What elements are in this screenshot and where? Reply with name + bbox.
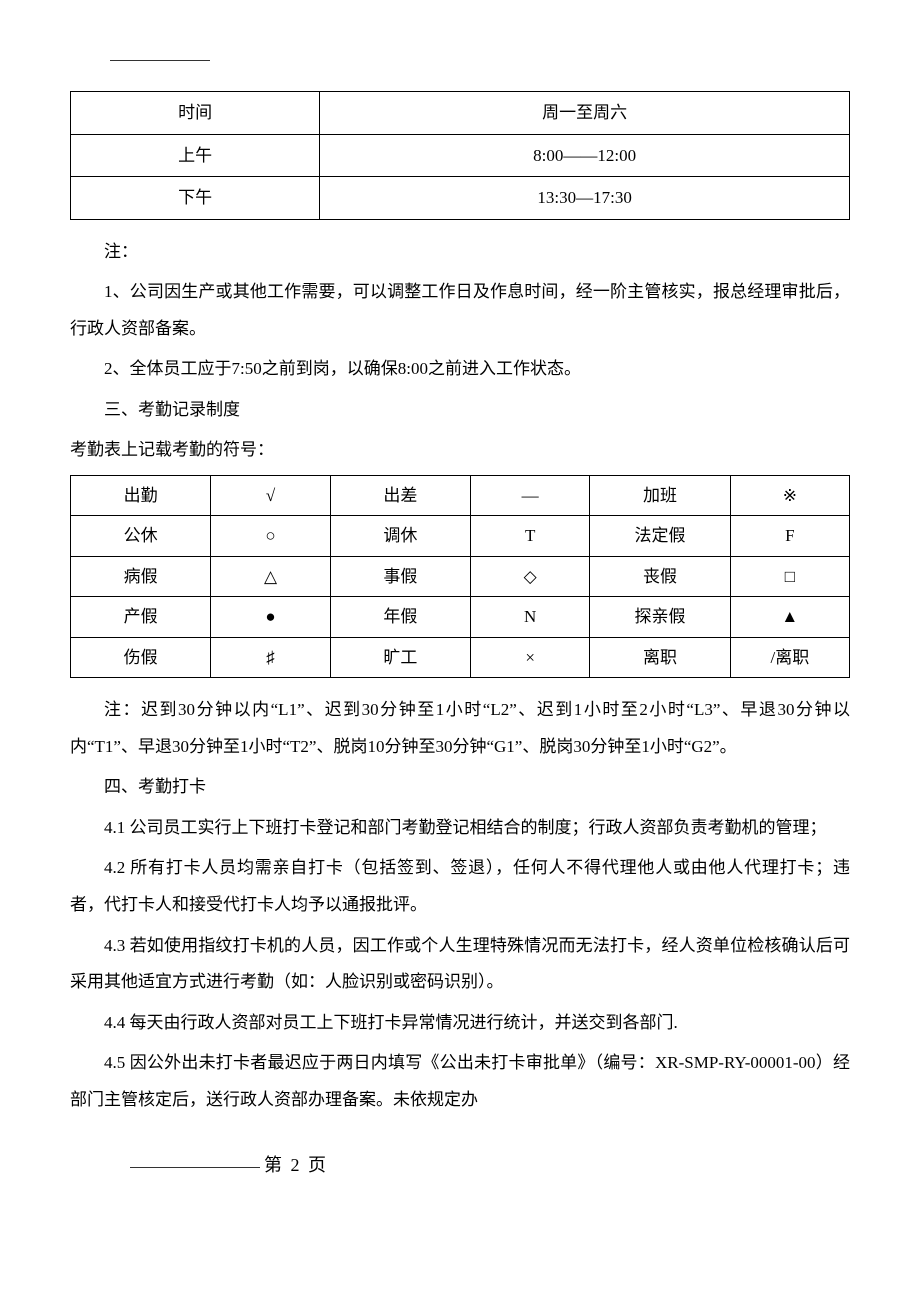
paragraph-4-2: 4.2 所有打卡人员均需亲自打卡（包括签到、签退），任何人不得代理他人或由他人代… xyxy=(70,850,850,923)
symbol-label: 旷工 xyxy=(330,637,470,678)
symbol-label: 年假 xyxy=(330,597,470,638)
symbol-glyph: F xyxy=(730,516,849,557)
symbol-label: 事假 xyxy=(330,556,470,597)
symbol-label: 加班 xyxy=(590,475,730,516)
symbol-label: 病假 xyxy=(71,556,211,597)
paragraph-4-1: 4.1 公司员工实行上下班打卡登记和部门考勤登记相结合的制度；行政人资部负责考勤… xyxy=(70,810,850,847)
section-3-title: 三、考勤记录制度 xyxy=(70,392,850,429)
symbols-intro: 考勤表上记载考勤的符号： xyxy=(70,432,850,469)
table-row: 公休 ○ 调休 T 法定假 F xyxy=(71,516,850,557)
schedule-table: 时间 周一至周六 上午 8:00——12:00 下午 13:30—17:30 xyxy=(70,91,850,220)
symbol-glyph: ※ xyxy=(730,475,849,516)
symbol-glyph: × xyxy=(471,637,590,678)
symbol-label: 丧假 xyxy=(590,556,730,597)
symbol-glyph: ♯ xyxy=(211,637,330,678)
page-footer: 第 2 页 xyxy=(130,1152,850,1179)
table-row: 时间 周一至周六 xyxy=(71,92,850,135)
paragraph-4-4: 4.4 每天由行政人资部对员工上下班打卡异常情况进行统计，并送交到各部门. xyxy=(70,1005,850,1042)
symbol-glyph: — xyxy=(471,475,590,516)
symbol-label: 法定假 xyxy=(590,516,730,557)
symbol-glyph: △ xyxy=(211,556,330,597)
symbol-label: 公休 xyxy=(71,516,211,557)
table-row: 出勤 √ 出差 — 加班 ※ xyxy=(71,475,850,516)
table-row: 伤假 ♯ 旷工 × 离职 /离职 xyxy=(71,637,850,678)
paragraph-4-3: 4.3 若如使用指纹打卡机的人员，因工作或个人生理特殊情况而无法打卡，经人资单位… xyxy=(70,928,850,1001)
note-2: 2、全体员工应于7:50之前到岗，以确保8:00之前进入工作状态。 xyxy=(70,351,850,388)
symbol-note: 注：迟到30分钟以内“L1”、迟到30分钟至1小时“L2”、迟到1小时至2小时“… xyxy=(70,692,850,765)
schedule-cell: 13:30—17:30 xyxy=(320,177,850,220)
schedule-cell: 周一至周六 xyxy=(320,92,850,135)
header-rule xyxy=(110,60,210,61)
symbol-label: 产假 xyxy=(71,597,211,638)
paragraph-4-5: 4.5 因公外出未打卡者最迟应于两日内填写《公出未打卡审批单》（编号：XR-SM… xyxy=(70,1045,850,1118)
symbol-glyph: ▲ xyxy=(730,597,849,638)
symbol-label: 伤假 xyxy=(71,637,211,678)
symbol-glyph: ○ xyxy=(211,516,330,557)
schedule-cell: 8:00——12:00 xyxy=(320,134,850,177)
schedule-cell: 下午 xyxy=(71,177,320,220)
symbol-label: 出勤 xyxy=(71,475,211,516)
symbol-table: 出勤 √ 出差 — 加班 ※ 公休 ○ 调休 T 法定假 F 病假 △ 事假 ◇… xyxy=(70,475,850,679)
symbol-glyph: ◇ xyxy=(471,556,590,597)
symbol-glyph: √ xyxy=(211,475,330,516)
table-row: 病假 △ 事假 ◇ 丧假 □ xyxy=(71,556,850,597)
symbol-glyph: ● xyxy=(211,597,330,638)
symbol-label: 离职 xyxy=(590,637,730,678)
symbol-label: 出差 xyxy=(330,475,470,516)
notes-header: 注： xyxy=(70,234,850,271)
schedule-cell: 时间 xyxy=(71,92,320,135)
note-1: 1、公司因生产或其他工作需要，可以调整工作日及作息时间，经一阶主管核实，报总经理… xyxy=(70,274,850,347)
symbol-glyph: T xyxy=(471,516,590,557)
table-row: 产假 ● 年假 N 探亲假 ▲ xyxy=(71,597,850,638)
table-row: 上午 8:00——12:00 xyxy=(71,134,850,177)
footer-rule xyxy=(130,1167,260,1168)
symbol-glyph: N xyxy=(471,597,590,638)
table-row: 下午 13:30—17:30 xyxy=(71,177,850,220)
symbol-glyph: /离职 xyxy=(730,637,849,678)
symbol-glyph: □ xyxy=(730,556,849,597)
schedule-cell: 上午 xyxy=(71,134,320,177)
symbol-label: 探亲假 xyxy=(590,597,730,638)
section-4-title: 四、考勤打卡 xyxy=(70,769,850,806)
page-number: 第 2 页 xyxy=(264,1155,328,1175)
symbol-label: 调休 xyxy=(330,516,470,557)
